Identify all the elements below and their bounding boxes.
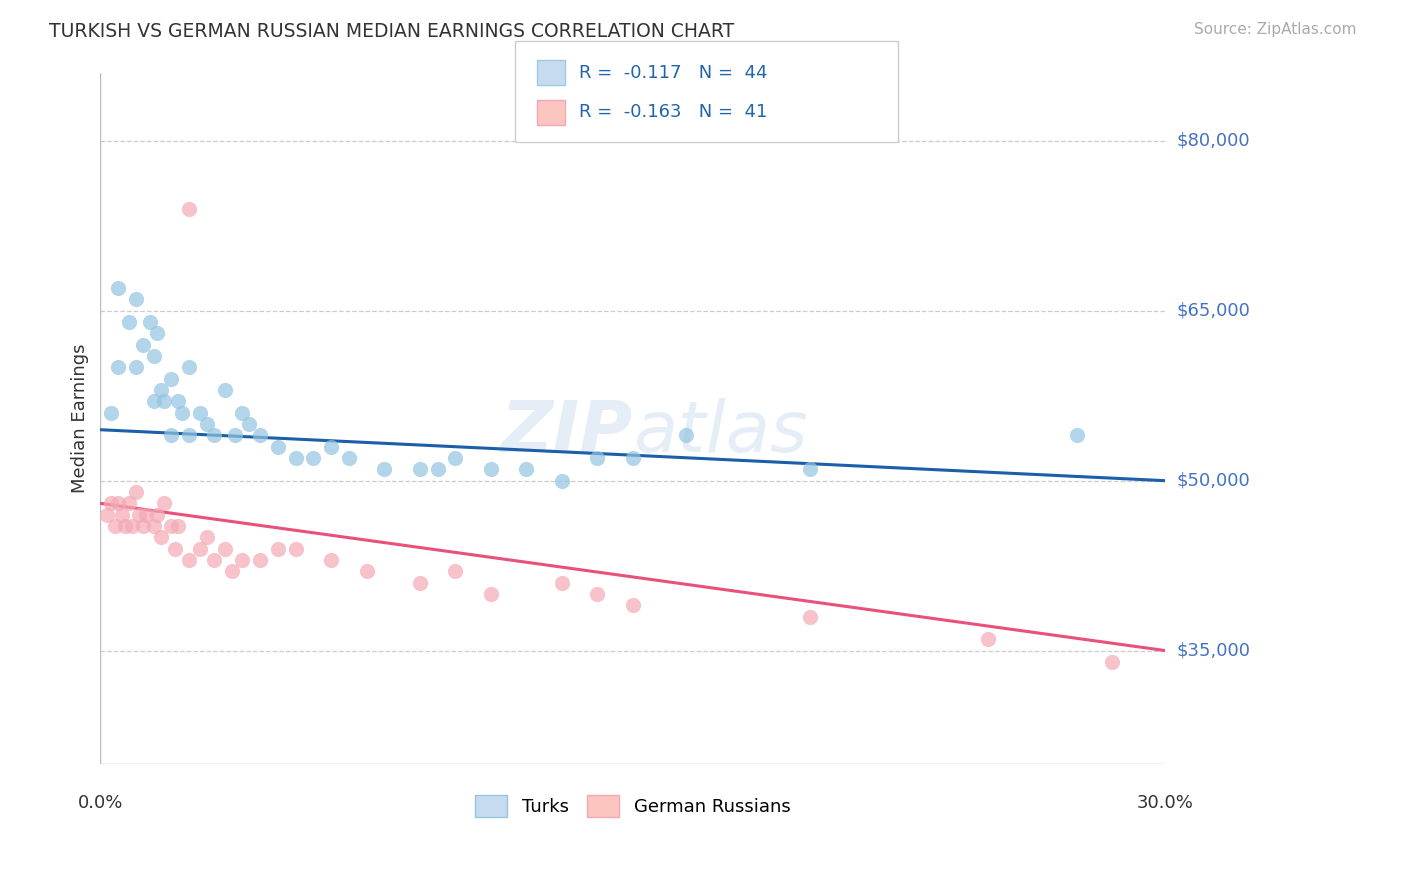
Point [479,587,502,601]
Point [121,519,143,533]
Point [214,383,236,397]
Point [125,360,148,375]
Point [146,508,169,522]
Point [238,417,260,431]
Point [319,440,342,454]
Point [621,599,644,613]
Point [177,202,200,216]
Point [170,406,193,420]
Point [132,519,155,533]
Point [267,440,290,454]
Point [149,383,172,397]
Text: TURKISH VS GERMAN RUSSIAN MEDIAN EARNINGS CORRELATION CHART: TURKISH VS GERMAN RUSSIAN MEDIAN EARNING… [49,22,734,41]
Point [284,450,307,465]
Text: R =  -0.163   N =  41: R = -0.163 N = 41 [579,103,768,121]
Point [125,293,148,307]
Point [160,428,183,442]
Point [160,372,183,386]
Point [177,360,200,375]
Text: Source: ZipAtlas.com: Source: ZipAtlas.com [1194,22,1357,37]
Point [96,508,118,522]
Point [444,450,467,465]
Point [118,315,141,329]
Point [107,496,129,510]
Point [373,462,395,476]
Text: $65,000: $65,000 [1177,301,1250,320]
Text: 0.0%: 0.0% [77,795,124,813]
Point [153,496,176,510]
Point [551,575,574,590]
Point [128,508,150,522]
Point [231,406,253,420]
Point [132,338,155,352]
Point [195,530,218,544]
Point [188,406,211,420]
Point [107,281,129,295]
Point [100,406,122,420]
Point [479,462,502,476]
Point [107,360,129,375]
Point [356,564,378,578]
Point [231,553,253,567]
Text: 30.0%: 30.0% [1137,795,1194,813]
Point [267,541,290,556]
Point [125,485,148,500]
Text: ZIP: ZIP [501,398,633,467]
Text: atlas: atlas [633,398,807,467]
Point [249,428,271,442]
Point [426,462,449,476]
Y-axis label: Median Earnings: Median Earnings [72,343,89,493]
Point [160,519,183,533]
Point [146,326,169,341]
Point [224,428,246,442]
Point [167,394,190,409]
Point [302,450,325,465]
Legend: Turks, German Russians: Turks, German Russians [468,788,797,824]
Point [111,508,134,522]
Point [444,564,467,578]
Point [142,349,165,363]
Point [977,632,1000,647]
Point [799,462,821,476]
Point [319,553,342,567]
Point [163,541,186,556]
Point [586,587,609,601]
Point [142,519,165,533]
Point [188,541,211,556]
Point [202,428,225,442]
Text: R =  -0.117   N =  44: R = -0.117 N = 44 [579,63,768,82]
Point [249,553,271,567]
Point [167,519,190,533]
Text: $50,000: $50,000 [1177,472,1250,490]
Point [409,575,432,590]
Point [114,519,136,533]
Point [551,474,574,488]
Point [586,450,609,465]
Point [118,496,141,510]
Point [142,394,165,409]
Point [149,530,172,544]
Point [177,553,200,567]
Point [135,508,157,522]
Point [214,541,236,556]
Point [337,450,360,465]
Point [284,541,307,556]
Point [409,462,432,476]
Point [202,553,225,567]
Point [139,315,162,329]
Point [1066,428,1088,442]
Text: $80,000: $80,000 [1177,132,1250,150]
Point [675,428,697,442]
Point [1101,655,1123,669]
Point [103,519,125,533]
Point [799,609,821,624]
Point [221,564,243,578]
Point [153,394,176,409]
Point [177,428,200,442]
Point [515,462,537,476]
Text: $35,000: $35,000 [1177,641,1250,659]
Point [621,450,644,465]
Point [100,496,122,510]
Point [195,417,218,431]
